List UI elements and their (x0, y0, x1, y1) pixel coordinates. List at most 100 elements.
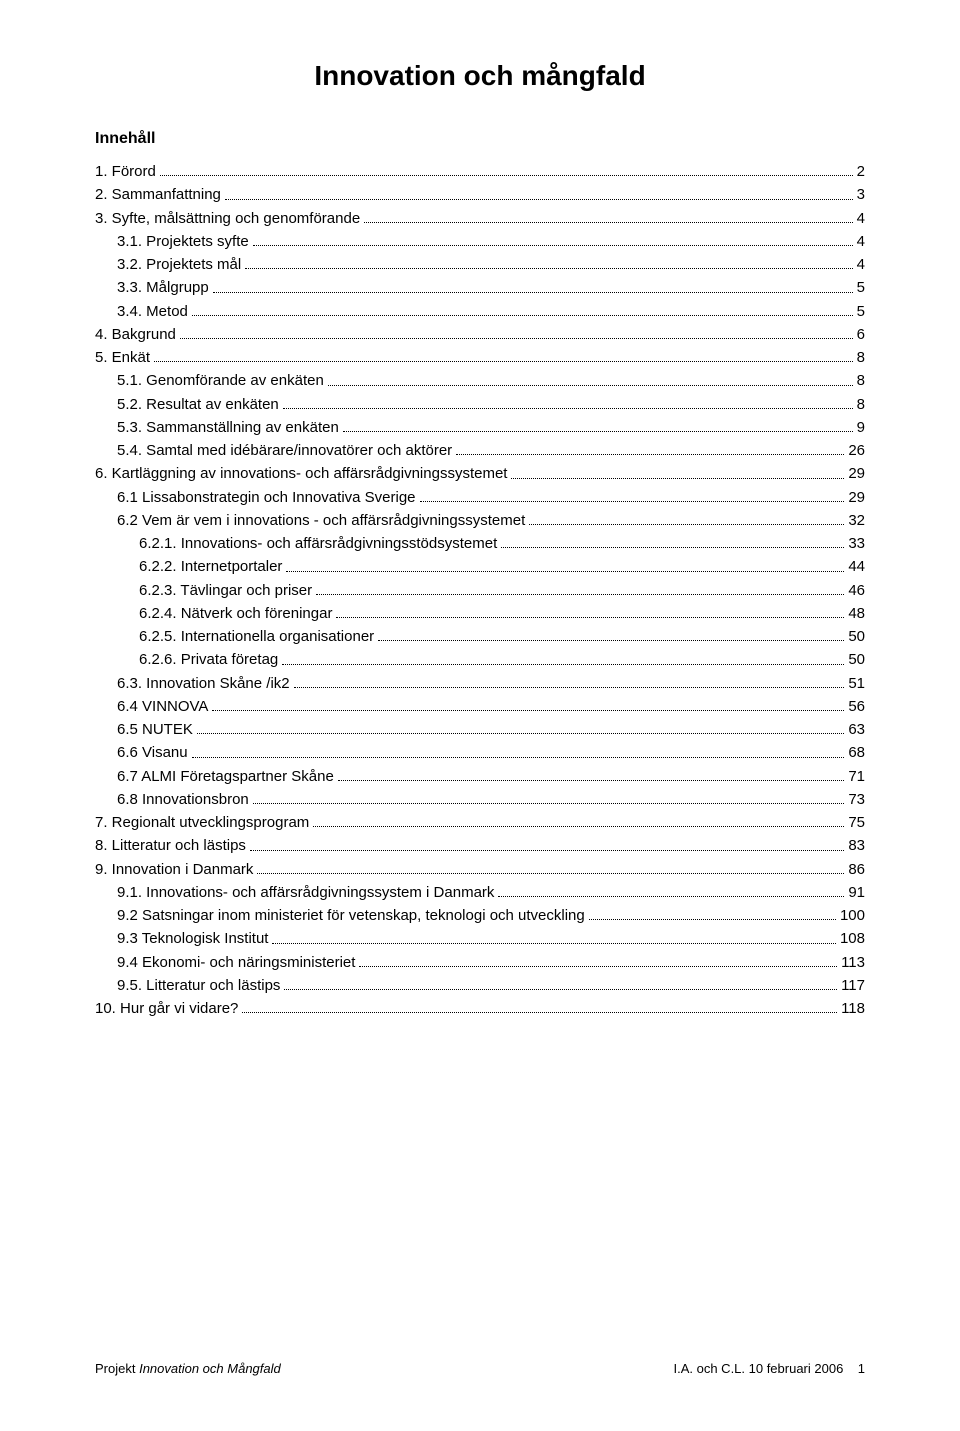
footer-left: Projekt Innovation och Mångfald (95, 1361, 281, 1376)
toc-leader-dots (282, 664, 844, 665)
toc-leader-dots (154, 361, 853, 362)
toc-row: 6.5 NUTEK63 (95, 718, 865, 741)
toc-row: 6.7 ALMI Företagspartner Skåne 71 (95, 765, 865, 788)
toc-leader-dots (338, 780, 845, 781)
toc-row: 6.6 Visanu68 (95, 741, 865, 764)
page-footer: Projekt Innovation och Mångfald I.A. och… (95, 1361, 865, 1376)
toc-page-number: 91 (848, 881, 865, 904)
toc-label: 9.4 Ekonomi- och näringsministeriet (117, 951, 355, 974)
toc-page-number: 68 (848, 741, 865, 764)
toc-leader-dots (316, 594, 844, 595)
toc-page-number: 83 (848, 834, 865, 857)
toc-page-number: 29 (848, 486, 865, 509)
toc-row: 10. Hur går vi vidare?118 (95, 997, 865, 1020)
toc-leader-dots (420, 501, 845, 502)
toc-leader-dots (242, 1012, 837, 1013)
toc-label: 6. Kartläggning av innovations- och affä… (95, 462, 507, 485)
toc-leader-dots (192, 757, 845, 758)
toc-page-number: 26 (848, 439, 865, 462)
toc-row: 6.2.4. Nätverk och föreningar48 (95, 602, 865, 625)
toc-row: 5.3. Sammanställning av enkäten 9 (95, 416, 865, 439)
toc-leader-dots (364, 222, 852, 223)
toc-row: 6.1 Lissabonstrategin och Innovativa Sve… (95, 486, 865, 509)
toc-label: 6.2.3. Tävlingar och priser (139, 579, 312, 602)
toc-label: 6.2.4. Nätverk och föreningar (139, 602, 332, 625)
toc-row: 9.4 Ekonomi- och näringsministeriet113 (95, 951, 865, 974)
toc-label: 8. Litteratur och lästips (95, 834, 246, 857)
toc-page-number: 8 (857, 369, 865, 392)
toc-leader-dots (294, 687, 845, 688)
toc-leader-dots (197, 733, 844, 734)
toc-page-number: 108 (840, 927, 865, 950)
toc-label: 6.8 Innovationsbron (117, 788, 249, 811)
toc-row: 6.2.2. Internetportaler44 (95, 555, 865, 578)
toc-row: 5.2. Resultat av enkäten8 (95, 393, 865, 416)
toc-label: 3.1. Projektets syfte (117, 230, 249, 253)
footer-date: I.A. och C.L. 10 februari 2006 (673, 1361, 843, 1376)
toc-row: 6.4 VINNOVA56 (95, 695, 865, 718)
toc-label: 6.5 NUTEK (117, 718, 193, 741)
toc-leader-dots (498, 896, 844, 897)
toc-leader-dots (336, 617, 844, 618)
toc-label: 9.3 Teknologisk Institut (117, 927, 268, 950)
toc-leader-dots (180, 338, 853, 339)
toc-leader-dots (283, 408, 853, 409)
toc-row: 3.4. Metod5 (95, 300, 865, 323)
toc-row: 5. Enkät 8 (95, 346, 865, 369)
toc-row: 2. Sammanfattning3 (95, 183, 865, 206)
toc-label: 3.4. Metod (117, 300, 188, 323)
toc-row: 9.3 Teknologisk Institut 108 (95, 927, 865, 950)
toc-row: 4. Bakgrund 6 (95, 323, 865, 346)
toc-row: 9.2 Satsningar inom ministeriet för vete… (95, 904, 865, 927)
toc-leader-dots (529, 524, 844, 525)
toc-leader-dots (589, 919, 836, 920)
toc-leader-dots (501, 547, 844, 548)
toc-row: 6.2.5. Internationella organisationer 50 (95, 625, 865, 648)
toc-page-number: 4 (857, 230, 865, 253)
toc-leader-dots (212, 710, 844, 711)
toc-page-number: 117 (841, 974, 865, 997)
toc-label: 3.2. Projektets mål (117, 253, 241, 276)
toc-leader-dots (511, 478, 844, 479)
toc-leader-dots (253, 803, 845, 804)
toc-label: 6.2.5. Internationella organisationer (139, 625, 374, 648)
toc-page-number: 9 (857, 416, 865, 439)
toc-leader-dots (359, 966, 837, 967)
toc-row: 9.5. Litteratur och lästips117 (95, 974, 865, 997)
toc-page-number: 33 (848, 532, 865, 555)
toc-page-number: 86 (848, 858, 865, 881)
toc-page-number: 8 (857, 346, 865, 369)
toc-leader-dots (160, 175, 853, 176)
toc-leader-dots (225, 199, 853, 200)
toc-label: 3. Syfte, målsättning och genomförande (95, 207, 360, 230)
footer-page-number: 1 (858, 1361, 865, 1376)
toc-leader-dots (213, 292, 853, 293)
toc-page-number: 44 (848, 555, 865, 578)
toc-label: 5. Enkät (95, 346, 150, 369)
toc-page-number: 4 (857, 207, 865, 230)
toc-page-number: 71 (848, 765, 865, 788)
toc-label: 4. Bakgrund (95, 323, 176, 346)
toc-leader-dots (313, 826, 844, 827)
toc-label: 9.1. Innovations- och affärsrådgivningss… (117, 881, 494, 904)
toc-label: 5.3. Sammanställning av enkäten (117, 416, 339, 439)
toc-leader-dots (257, 873, 844, 874)
toc-row: 1. Förord2 (95, 160, 865, 183)
toc-label: 6.2.1. Innovations- och affärsrådgivning… (139, 532, 497, 555)
toc-row: 3.2. Projektets mål4 (95, 253, 865, 276)
toc-leader-dots (272, 943, 835, 944)
toc-row: 5.1. Genomförande av enkäten 8 (95, 369, 865, 392)
toc-page-number: 6 (857, 323, 865, 346)
toc-row: 3. Syfte, målsättning och genomförande 4 (95, 207, 865, 230)
toc-label: 5.1. Genomförande av enkäten (117, 369, 324, 392)
toc-label: 6.7 ALMI Företagspartner Skåne (117, 765, 334, 788)
toc-page-number: 50 (848, 625, 865, 648)
toc-label: 2. Sammanfattning (95, 183, 221, 206)
toc-label: 5.2. Resultat av enkäten (117, 393, 279, 416)
toc-leader-dots (456, 454, 844, 455)
toc-label: 3.3. Målgrupp (117, 276, 209, 299)
toc-label: 6.1 Lissabonstrategin och Innovativa Sve… (117, 486, 416, 509)
toc-page-number: 100 (840, 904, 865, 927)
toc-page-number: 56 (848, 695, 865, 718)
toc-label: 6.2.6. Privata företag (139, 648, 278, 671)
